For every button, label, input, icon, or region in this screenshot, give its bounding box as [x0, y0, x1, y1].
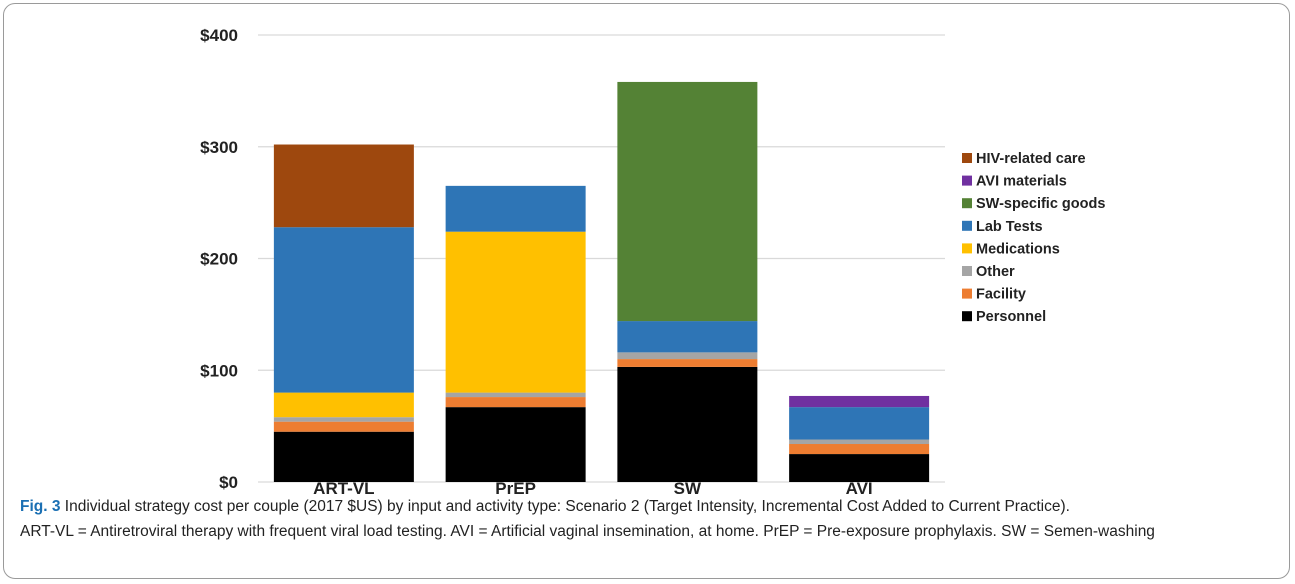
caption-text-1: Individual strategy cost per couple (201…: [60, 498, 1070, 515]
legend-swatch: [962, 266, 972, 276]
y-tick-label: $200: [200, 250, 238, 269]
legend-label: Lab Tests: [976, 219, 1043, 235]
bar-segment: [273, 431, 414, 482]
x-tick-label: AVI: [846, 479, 873, 495]
bar-segment: [617, 359, 758, 367]
y-tick-label: $0: [219, 473, 238, 492]
bar-segment: [789, 439, 930, 445]
bar-segment: [617, 352, 758, 360]
y-tick-label: $400: [200, 26, 238, 45]
legend-swatch: [962, 220, 972, 231]
bar-segment: [445, 392, 586, 398]
legend-label: AVI materials: [976, 174, 1067, 190]
legend-swatch: [962, 198, 972, 209]
legend-label: SW-specific goods: [976, 196, 1105, 212]
bar-segment: [789, 395, 930, 408]
bar-segment: [445, 185, 586, 232]
bar-segment: [445, 397, 586, 408]
x-tick-label: ART-VL: [313, 479, 374, 495]
legend-label: Personnel: [976, 309, 1046, 325]
bar-segment: [273, 227, 414, 393]
caption-line-1: Fig. 3 Individual strategy cost per coup…: [20, 494, 1282, 519]
figure-caption: Fig. 3 Individual strategy cost per coup…: [20, 494, 1282, 544]
legend-swatch: [962, 153, 972, 163]
bar-segment: [273, 421, 414, 432]
x-tick-label: SW: [674, 479, 702, 495]
y-tick-label: $100: [200, 361, 238, 380]
legend-label: HIV-related care: [976, 151, 1086, 167]
bar-segment: [445, 231, 586, 393]
legend-label: Other: [976, 264, 1015, 280]
legend-swatch: [962, 243, 972, 254]
bar-segment: [617, 321, 758, 353]
legend-swatch: [962, 175, 972, 186]
bar-segment: [273, 392, 414, 418]
y-tick-label: $300: [200, 138, 238, 157]
legend-swatch: [962, 311, 972, 322]
bar-segment: [617, 366, 758, 482]
legend-label: Facility: [976, 287, 1026, 303]
legend-swatch: [962, 288, 972, 299]
legend-label: Medications: [976, 241, 1060, 257]
bar-segment: [273, 144, 414, 228]
stacked-bar-chart: $0 $100 $200 $300 $400 ART-VL PrEP SW AVI HIV-rel…: [200, 26, 1105, 495]
bar-segment: [789, 444, 930, 455]
bar-segment: [789, 407, 930, 440]
caption-fig-label: Fig. 3: [20, 498, 61, 515]
x-tick-label: PrEP: [495, 479, 536, 495]
bar-segment: [617, 81, 758, 322]
bar-segment: [273, 417, 414, 422]
caption-line-2: ART-VL = Antiretroviral therapy with fre…: [20, 523, 1155, 540]
bar-segment: [445, 407, 586, 482]
bar-segment: [789, 454, 930, 482]
